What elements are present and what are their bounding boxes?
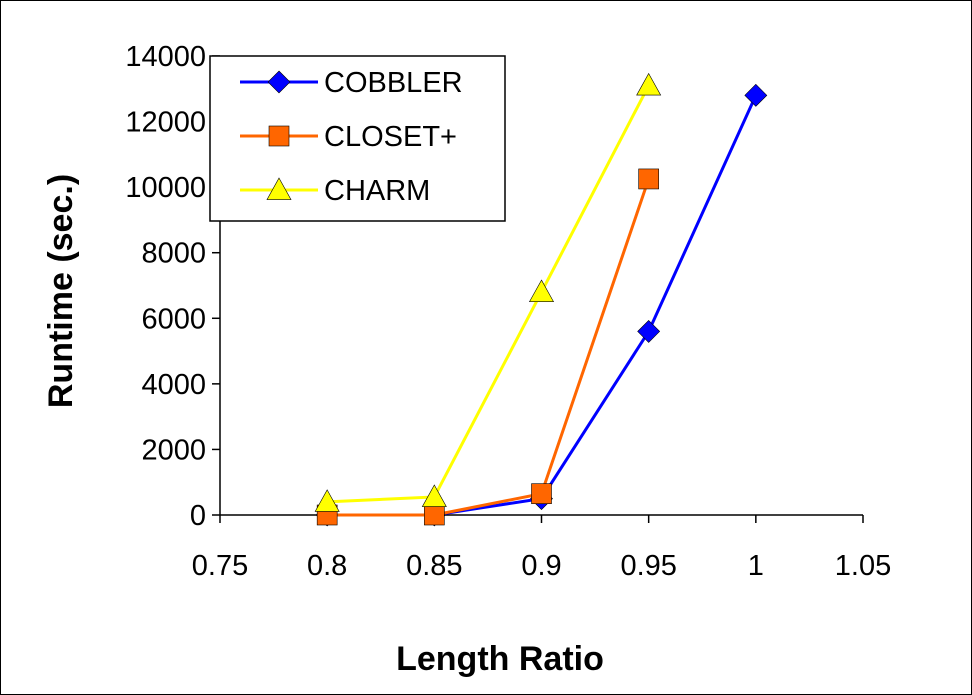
- y-tick-label: 2000: [141, 434, 206, 466]
- x-axis-title: Length Ratio: [396, 640, 604, 678]
- data-point-charm: [421, 484, 447, 507]
- series-line-charm: [327, 84, 650, 504]
- y-axis-title: Runtime (sec.): [42, 174, 80, 408]
- x-tick-label: 1.05: [835, 550, 891, 582]
- data-point-closet: [638, 168, 659, 190]
- tick-labels: 0 2000 4000 6000 8000 10000 12000 14000 0.75 0.8 0…: [125, 41, 891, 582]
- legend: COBBLER CLOSET+ CHARM: [209, 55, 506, 222]
- legend-marker-charm: [266, 177, 292, 200]
- legend-label-charm: CHARM: [324, 175, 430, 207]
- data-point-closet: [531, 483, 552, 504]
- legend-marker-closet: [268, 125, 290, 147]
- x-tick-label: 0.75: [192, 550, 248, 582]
- y-tick-label: 6000: [141, 303, 206, 335]
- x-tick-label: 0.95: [620, 550, 676, 582]
- y-tick-label: 10000: [125, 172, 206, 204]
- x-tick-label: 0.85: [406, 550, 462, 582]
- data-point-cobbler: [637, 319, 661, 343]
- x-tick-label: 1: [748, 550, 764, 582]
- y-tick-label: 8000: [141, 238, 206, 270]
- x-tick-label: 0.8: [307, 550, 347, 582]
- data-point-cobbler: [744, 83, 768, 107]
- data-point-charm: [528, 279, 555, 302]
- data-point-charm: [314, 489, 340, 512]
- data-point-closet: [424, 504, 445, 526]
- x-tick-label: 0.9: [521, 550, 561, 582]
- y-tick-label: 14000: [125, 41, 206, 73]
- y-tick-label: 0: [190, 500, 206, 532]
- series-line-closet: [327, 178, 651, 517]
- plot-area: [314, 72, 768, 527]
- legend-marker-cobbler: [267, 70, 291, 94]
- y-tick-label: 12000: [125, 107, 206, 139]
- legend-label-cobbler: COBBLER: [324, 67, 463, 99]
- y-tick-label: 4000: [141, 369, 206, 401]
- legend-label-closet: CLOSET+: [324, 121, 457, 153]
- data-point-charm: [636, 72, 662, 96]
